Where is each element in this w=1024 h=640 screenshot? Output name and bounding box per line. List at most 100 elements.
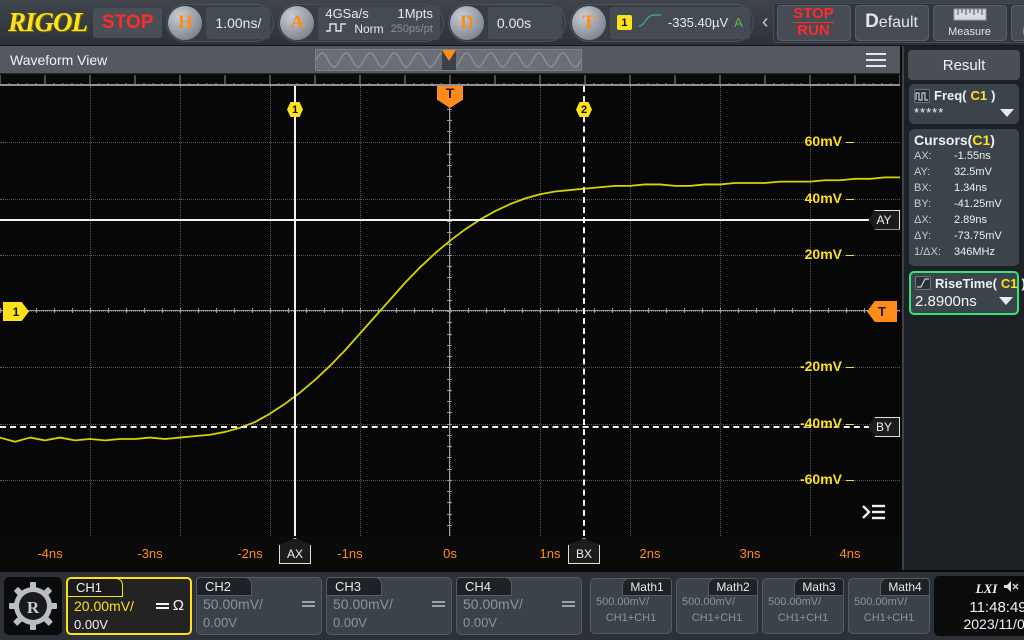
freq-dropdown-icon[interactable] xyxy=(1000,108,1014,117)
measure-button[interactable]: Measure xyxy=(932,4,1007,41)
nav-trigger-marker-icon[interactable] xyxy=(442,50,456,61)
default-button[interactable]: DDefaultefault xyxy=(854,4,929,41)
measurement-freq[interactable]: Freq(C1) ***** xyxy=(909,84,1019,124)
memory-depth-value: 1Mpts xyxy=(397,6,433,22)
mute-icon[interactable] xyxy=(1003,580,1020,598)
channel-tab-ch1[interactable]: CH1 xyxy=(67,578,123,597)
axis-tick xyxy=(447,502,452,504)
time-tick-label: -1ns xyxy=(337,546,363,561)
trigger-position-marker[interactable]: T xyxy=(437,86,463,116)
cursor-result-value: -41.25mV xyxy=(954,197,1002,210)
math-expression-value: CH1+CH1 xyxy=(863,612,915,624)
flex-knob-button[interactable]: Flex Knob xyxy=(1010,4,1024,41)
channel-card-ch2[interactable]: CH2 50.00mV/0.00V xyxy=(196,577,322,635)
math-card-math4[interactable]: Math4 500.00mV/CH1+CH1 xyxy=(848,578,930,634)
cursor-2-badge[interactable]: 2 xyxy=(576,102,592,117)
waveform-plot[interactable]: 1 2 AY BY T 1 T 60mV 40mV 20mV -20mV -40mV -6… xyxy=(0,86,900,536)
math-tab-math4[interactable]: Math4 xyxy=(880,578,930,596)
cursor-1-badge[interactable]: 1 xyxy=(287,102,303,117)
acquire-knob-icon[interactable]: A xyxy=(280,5,315,40)
trigger-info[interactable]: 1 -335.40µV A xyxy=(609,6,750,39)
expand-menu-icon[interactable] xyxy=(860,500,888,530)
axis-tick xyxy=(447,367,452,369)
horizontal-group[interactable]: H 1.00ns/ xyxy=(166,3,275,42)
math-card-math3[interactable]: Math3 500.00mV/CH1+CH1 xyxy=(762,578,844,634)
acquire-group[interactable]: A 4GSa/s 1Mpts Norm 250ps/pt xyxy=(278,3,444,42)
trigger-knob-icon[interactable]: T xyxy=(571,5,606,40)
cursor-result-key: BX: xyxy=(914,181,932,194)
trigger-group[interactable]: T 1 -335.40µV A xyxy=(569,3,754,42)
time-tick-label: 3ns xyxy=(739,546,761,561)
axis-tick xyxy=(90,308,91,313)
axis-tick xyxy=(447,513,452,515)
horizontal-scale-value[interactable]: 1.00ns/ xyxy=(206,6,271,39)
voltage-tick-mark xyxy=(846,367,854,369)
math-tab-math3[interactable]: Math3 xyxy=(794,578,844,596)
cursor-bx-marker[interactable]: BX xyxy=(568,538,600,564)
axis-tick xyxy=(144,308,145,313)
waveform-menu-icon[interactable] xyxy=(866,53,886,71)
channel-card-ch1[interactable]: CH1 20.00mV/Ω 0.00V xyxy=(66,577,192,635)
channel-tab-ch2[interactable]: CH2 xyxy=(196,577,252,596)
cursors-result-box: Cursors(C1) AX: -1.55ns AY: 32.5mV BX: 1.34ns… xyxy=(909,129,1019,266)
risetime-dropdown-icon[interactable] xyxy=(999,297,1013,306)
cursor-by-line[interactable] xyxy=(0,426,900,429)
nav-prev-icon[interactable]: ‹ xyxy=(761,11,769,33)
voltage-tick-label: -60mV xyxy=(799,470,842,487)
axis-tick xyxy=(324,308,325,313)
rigol-gear-logo[interactable]: R xyxy=(4,577,62,635)
axis-tick xyxy=(270,308,271,313)
axis-tick xyxy=(447,311,452,312)
voltage-tick-mark xyxy=(846,254,854,256)
math-card-math2[interactable]: Math2 500.00mV/CH1+CH1 xyxy=(676,578,758,634)
channel-card-ch4[interactable]: CH4 50.00mV/0.00V xyxy=(456,577,582,635)
axis-tick xyxy=(447,209,452,211)
delay-value[interactable]: 0.00s xyxy=(487,6,562,39)
math-card-math1[interactable]: Math1 500.00mV/CH1+CH1 xyxy=(590,578,672,634)
freq-value: ***** xyxy=(914,105,945,120)
math-scale-value: 500.00mV/ xyxy=(682,596,736,608)
bottom-bar: R CH1 20.00mV/Ω 0.00V CH2 50.00mV/0.00V CH3 50… xyxy=(0,572,1024,640)
cursor-by-marker[interactable]: BY xyxy=(868,417,900,438)
cursor-ax-line[interactable] xyxy=(294,86,296,536)
math-scale-value: 500.00mV/ xyxy=(596,596,650,608)
math-tab-math2[interactable]: Math2 xyxy=(708,578,758,596)
axis-tick xyxy=(576,308,577,313)
trigger-level-marker[interactable]: T xyxy=(867,301,897,322)
delay-knob-icon[interactable]: D xyxy=(449,5,484,40)
voltage-tick-label: 60mV xyxy=(804,133,842,150)
cursors-title: Cursors(C1) xyxy=(914,132,995,148)
axis-tick xyxy=(447,423,452,425)
axis-tick xyxy=(738,308,739,313)
cursor-result-key: ΔY: xyxy=(914,229,932,242)
cursor-ax-marker[interactable]: AX xyxy=(279,538,311,564)
axis-tick xyxy=(594,308,595,313)
cursor-result-key: BY: xyxy=(914,197,932,210)
cursor-bx-line[interactable] xyxy=(583,86,585,536)
top-toolbar: RIGOL STOP H 1.00ns/ A 4GSa/s 1Mpts Norm… xyxy=(0,0,1024,46)
axis-tick xyxy=(447,322,452,324)
channel-scale-value: 20.00mV/ xyxy=(74,597,134,614)
cursor-result-value: -1.55ns xyxy=(954,150,991,162)
math-scale-value: 500.00mV/ xyxy=(854,596,908,608)
math-tab-math1[interactable]: Math1 xyxy=(622,578,672,596)
channel-tab-ch4[interactable]: CH4 xyxy=(456,577,512,596)
axis-tick xyxy=(447,524,452,526)
channel-tab-ch3[interactable]: CH3 xyxy=(326,577,382,596)
delay-group[interactable]: D 0.00s xyxy=(447,3,566,42)
dc-coupling-icon xyxy=(562,601,575,607)
cursor-ay-line[interactable] xyxy=(0,218,900,221)
channel-card-ch3[interactable]: CH3 50.00mV/0.00V xyxy=(326,577,452,635)
axis-tick xyxy=(630,308,631,313)
freq-channel: C1 xyxy=(970,88,988,103)
acquire-info[interactable]: 4GSa/s 1Mpts Norm 250ps/pt xyxy=(318,5,440,40)
navigation-strip[interactable] xyxy=(315,49,582,71)
axis-tick xyxy=(504,308,505,313)
axis-tick xyxy=(774,308,775,313)
horizontal-knob-icon[interactable]: H xyxy=(168,5,203,40)
axis-tick xyxy=(447,389,452,391)
cursor-ay-marker[interactable]: AY xyxy=(868,209,900,230)
ch1-ground-marker[interactable]: 1 xyxy=(3,302,29,321)
measurement-risetime[interactable]: RiseTime(C1) 2.8900ns xyxy=(909,270,1024,315)
stop-run-button[interactable]: STOP RUN xyxy=(776,4,851,41)
